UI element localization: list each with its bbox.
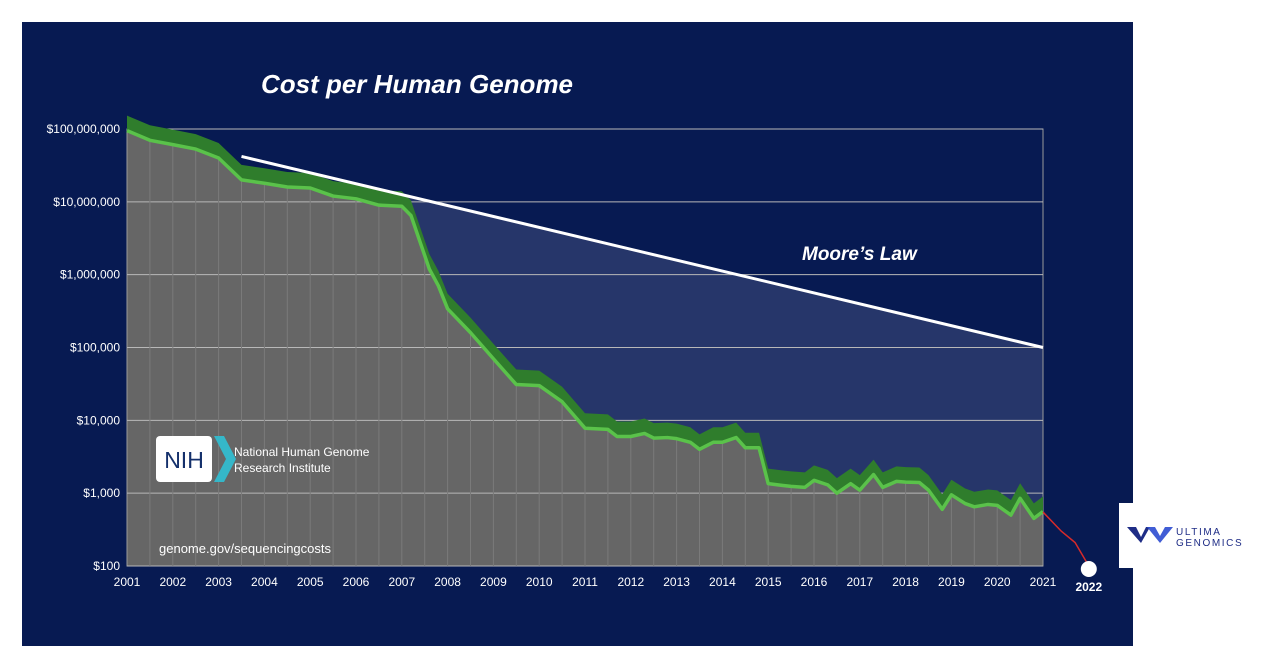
cost-line	[126, 129, 1045, 521]
ultima-genomics-logo: ULTIMA GENOMICS	[1119, 503, 1280, 568]
cost-per-genome-chart: Cost per Human Genome $100 $1,000 $10,000 $…	[47, 69, 1057, 589]
x-tick-label: 2020	[984, 575, 1011, 589]
x-tick-label: 2018	[892, 575, 919, 589]
x-tick-label: 2019	[938, 575, 965, 589]
x-tick-label: 2003	[205, 575, 232, 589]
x-tick-label: 2016	[801, 575, 828, 589]
x-tick-label: 2014	[709, 575, 736, 589]
chart-panel: Cost per Human Genome $100 $1,000 $10,000 $…	[22, 22, 1133, 646]
moores-law-label: Moore’s Law	[802, 244, 918, 265]
y-tick-label: $10,000,000	[53, 195, 120, 209]
ultima-brand-text: ULTIMA GENOMICS	[1176, 527, 1243, 549]
x-tick-label: 2008	[434, 575, 461, 589]
x-tick-label: 2015	[755, 575, 782, 589]
y-tick-label: $1,000,000	[60, 268, 120, 282]
y-tick-label: $100,000,000	[47, 122, 121, 136]
y-tick-label: $100,000	[70, 341, 120, 355]
x-tick-label: 2012	[617, 575, 644, 589]
ultima-logo-icon	[1127, 527, 1173, 543]
y-tick-label: $100	[93, 559, 120, 573]
nih-logo-box	[156, 436, 212, 482]
x-tick-label: 2013	[663, 575, 690, 589]
x-tick-label: 2006	[343, 575, 370, 589]
nih-abbr: NIH	[164, 447, 204, 473]
x-tick-label: 2002	[159, 575, 186, 589]
cost-range-band	[127, 115, 1043, 519]
moores-law-line	[241, 154, 1044, 349]
x-tick-label: 2005	[297, 575, 324, 589]
source-url: genome.gov/sequencingcosts	[159, 541, 332, 556]
projection-line	[1042, 511, 1090, 567]
x-tick-label: 2007	[388, 575, 415, 589]
nih-chevron-icon	[214, 436, 236, 482]
nih-name-line1: National Human Genome	[234, 445, 370, 459]
chart-title: Cost per Human Genome	[261, 69, 573, 99]
ultima-brand-line1: ULTIMA	[1176, 527, 1222, 538]
x-tick-label: 2011	[572, 575, 598, 589]
nih-logo: NIH National Human Genome Research Insti…	[156, 436, 370, 482]
x-tick-label: 2004	[251, 575, 278, 589]
ultima-brand-line2: GENOMICS	[1176, 538, 1244, 549]
y-tick-label: $1,000	[83, 486, 120, 500]
x-tick-label: 2009	[480, 575, 507, 589]
moore-gap-area	[401, 194, 1043, 519]
x-tick-label: 2001	[114, 575, 141, 589]
marker-2022	[1080, 561, 1097, 577]
x-tick-label: 2010	[526, 575, 553, 589]
x-tick-label: 2017	[846, 575, 873, 589]
y-tick-label: $10,000	[77, 413, 121, 427]
nih-name-line2: Research Institute	[234, 461, 331, 475]
marker-2022-label: 2022	[1075, 580, 1102, 594]
x-tick-label: 2021	[1030, 575, 1057, 589]
